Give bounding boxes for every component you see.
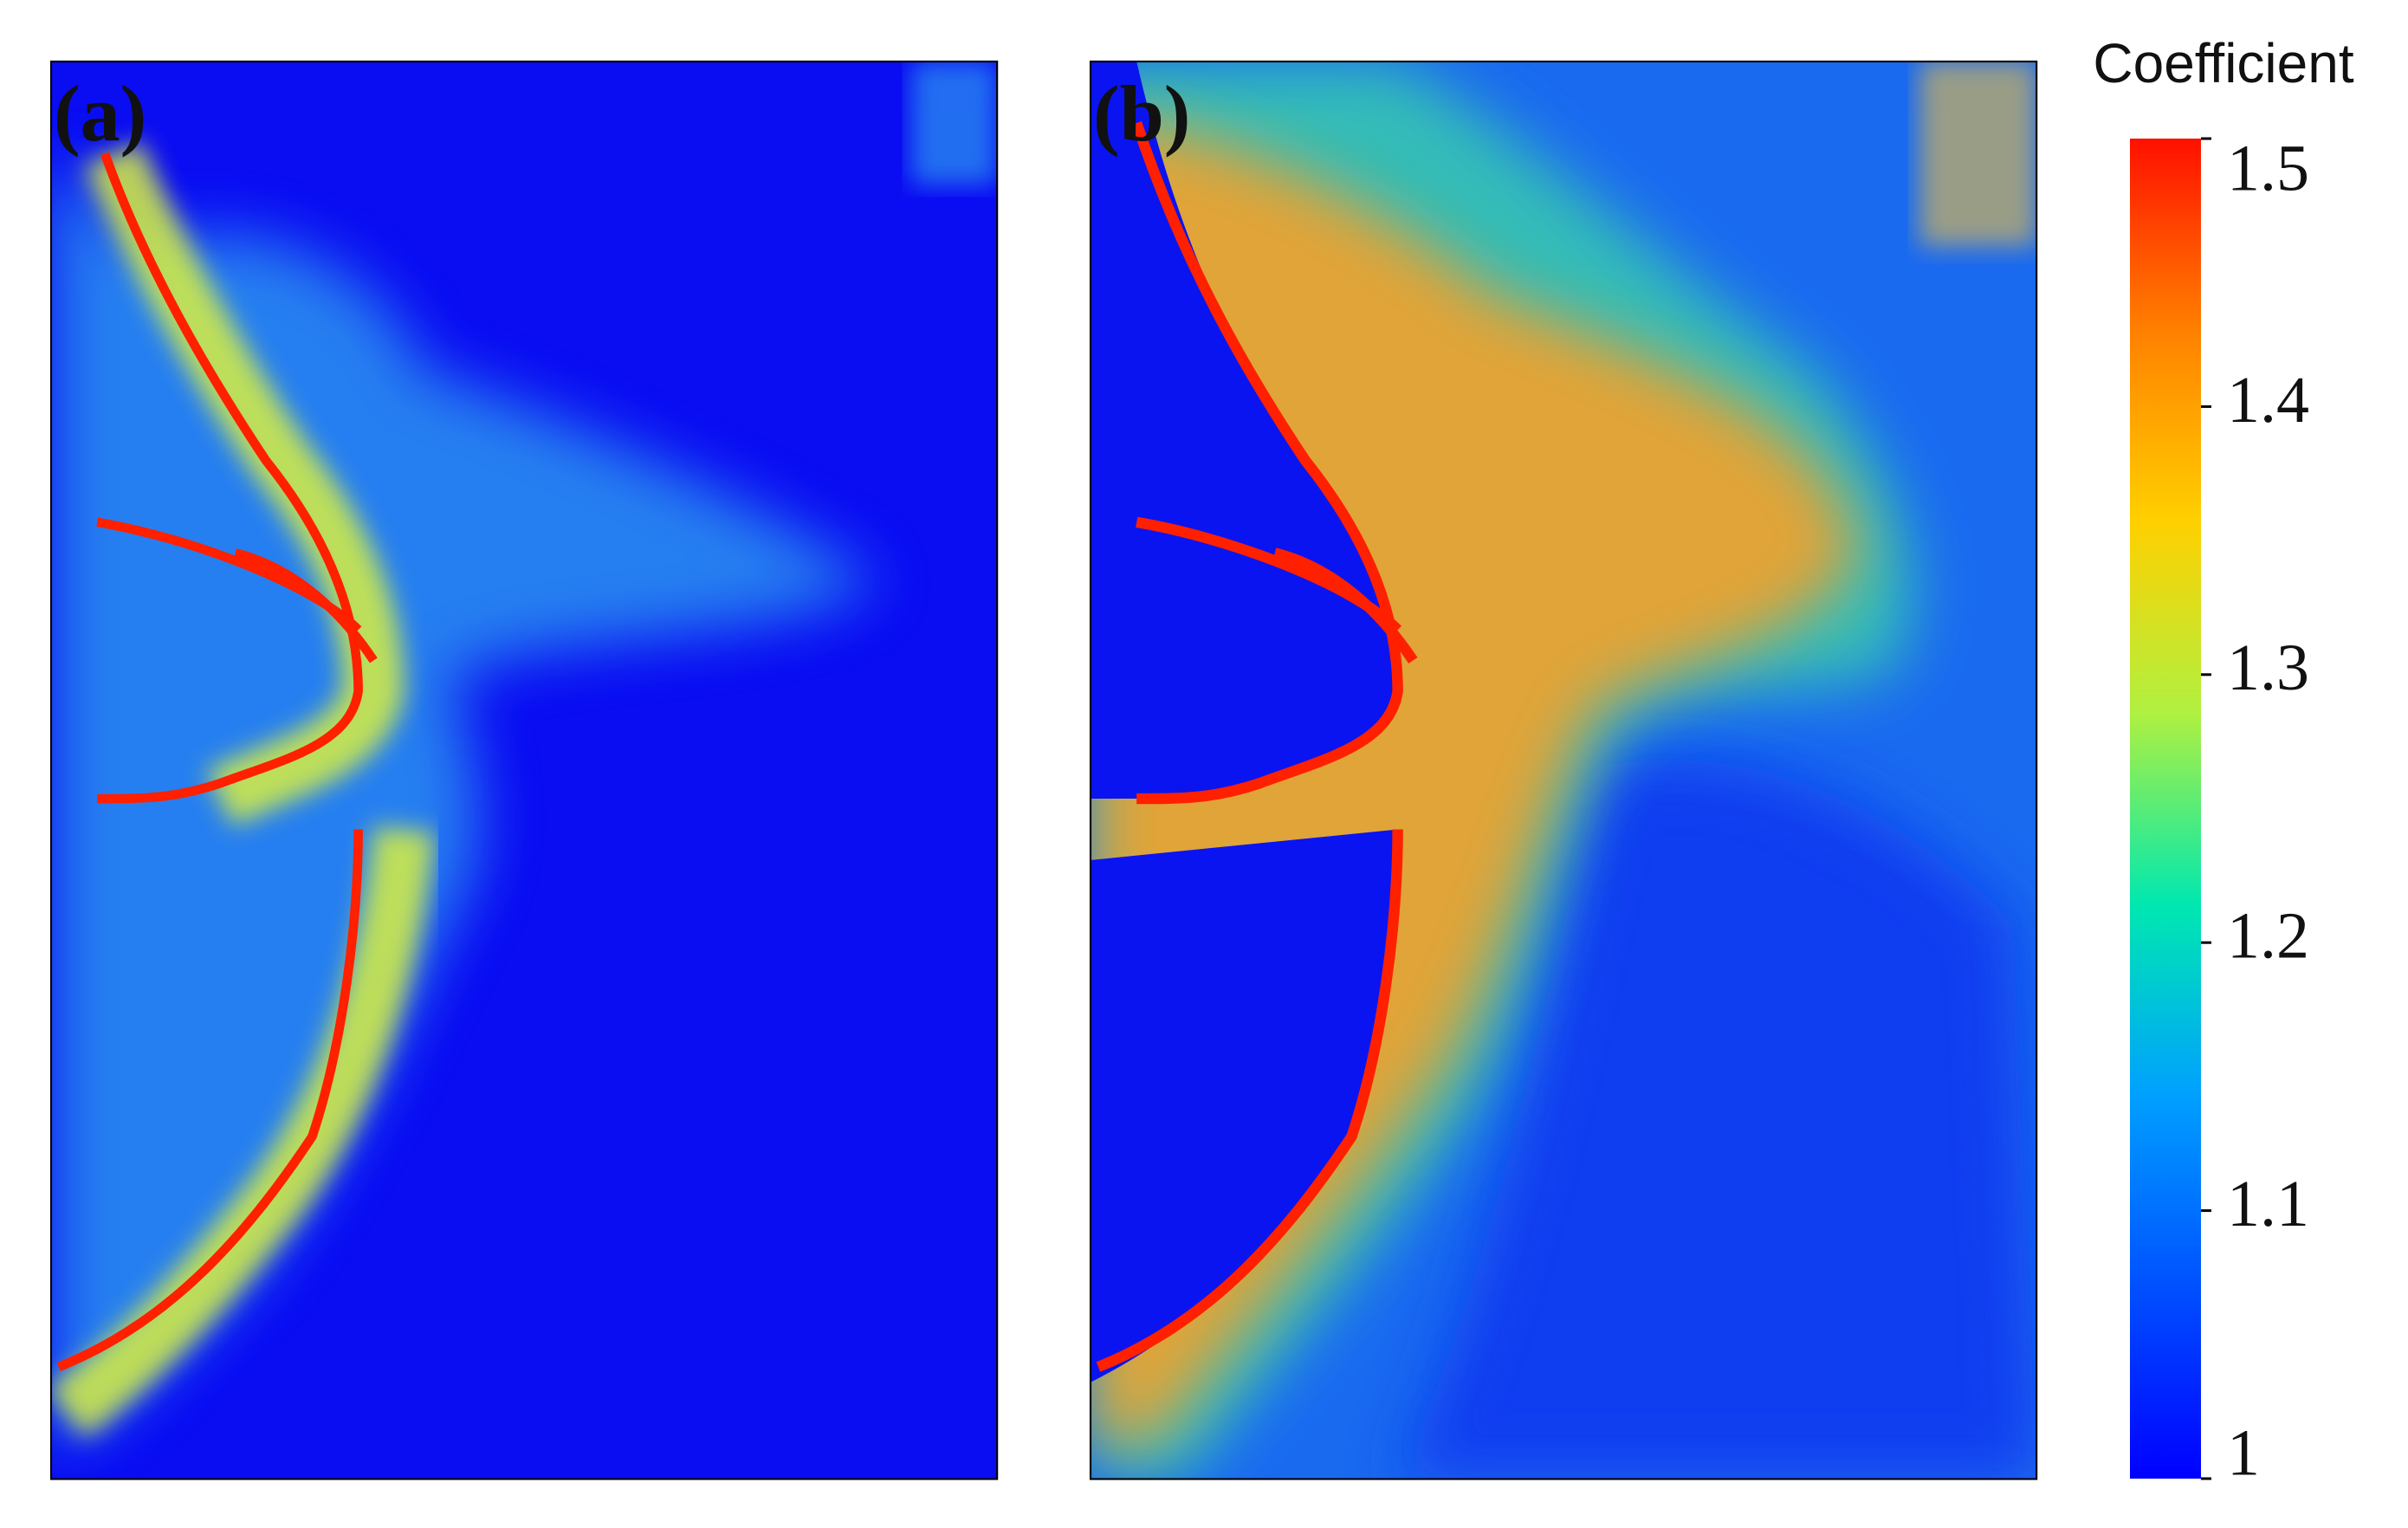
colorbar-tick-label: 1.4 [2227, 364, 2309, 437]
panel-b [1089, 60, 2038, 1480]
colorbar-tick-label: 1.5 [2227, 132, 2309, 204]
panel-label: (b) [1093, 69, 1190, 158]
colorbar-tick-label: 1.3 [2227, 631, 2309, 704]
panel-label: (a) [54, 69, 146, 158]
panel-a [49, 60, 999, 1480]
colorbar-tick-label: 1 [2227, 1416, 2260, 1489]
colorbar-tick-label: 1.2 [2227, 900, 2309, 973]
colorbar [2130, 139, 2201, 1479]
colorbar-title: Coefficient [2093, 32, 2353, 94]
colorbar-tick-label: 1.1 [2227, 1168, 2309, 1240]
